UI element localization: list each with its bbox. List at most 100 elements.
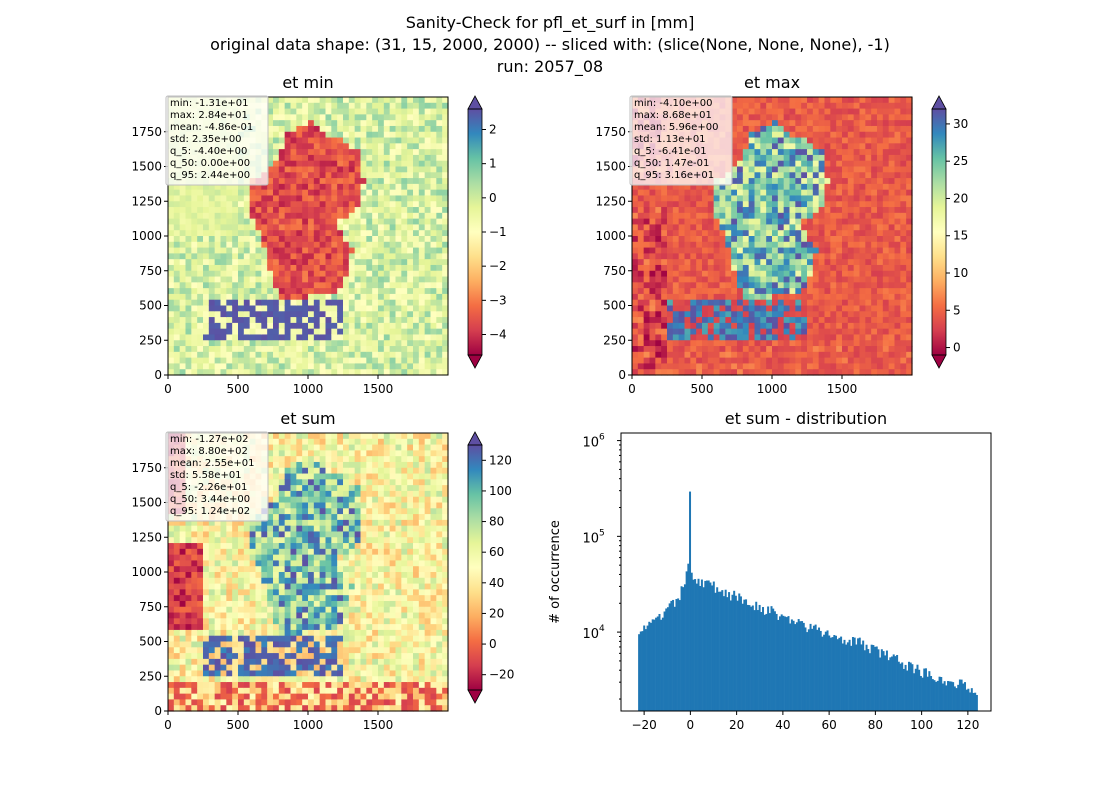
heatmap-cell	[742, 137, 750, 144]
heatmap-cell	[296, 305, 303, 312]
heatmap-cell	[185, 531, 192, 538]
heatmap-cell	[632, 236, 639, 243]
heatmap-cell	[877, 334, 884, 341]
heatmap-cell	[836, 125, 843, 133]
heatmap-cell	[877, 288, 884, 295]
heatmap-cell	[731, 201, 738, 208]
heatmap-cell	[696, 195, 703, 202]
heatmap-cell	[442, 143, 449, 150]
heatmap-cell	[649, 299, 656, 307]
heatmap-cell	[232, 230, 239, 237]
heatmap-cell	[906, 369, 913, 376]
heatmap-cell	[894, 317, 901, 324]
heatmap-cell	[413, 288, 420, 295]
heatmap-cell	[795, 160, 802, 168]
heatmap-cell	[807, 230, 814, 237]
heatmap-cell	[325, 183, 332, 191]
heatmap-cell	[284, 253, 292, 260]
heatmap-cell	[900, 264, 907, 272]
heatmap-cell	[707, 183, 715, 191]
heatmap-cell	[191, 537, 198, 544]
heatmap-cell	[185, 641, 192, 648]
heatmap-cell	[168, 687, 175, 695]
heatmap-cell	[760, 299, 767, 307]
heatmap-cell	[684, 293, 691, 301]
heatmap-cell	[696, 241, 703, 249]
heatmap-cell	[667, 189, 674, 197]
heatmap-cell	[894, 160, 901, 168]
heatmap-cell	[383, 328, 391, 336]
heatmap-cell	[882, 143, 890, 150]
heatmap-cell	[731, 334, 738, 341]
heatmap-cell	[267, 149, 274, 156]
heatmap-cell	[348, 143, 356, 150]
heatmap-cell	[261, 201, 268, 208]
heatmap-cell	[337, 328, 344, 336]
heatmap-cell	[179, 317, 187, 324]
heatmap-cell	[284, 207, 292, 214]
heatmap-cell	[407, 230, 414, 237]
heatmap-cell	[424, 340, 432, 347]
heatmap-cell	[360, 270, 367, 278]
heatmap-cell	[302, 253, 309, 260]
heatmap-cell	[191, 629, 198, 637]
heatmap-cell	[255, 218, 262, 226]
heatmap-cell	[707, 334, 715, 341]
heatmap-cell	[261, 305, 268, 312]
heatmap-cell	[818, 241, 826, 249]
heatmap-cell	[906, 195, 913, 202]
heatmap-cell	[197, 531, 204, 538]
heatmap-cell	[273, 154, 280, 162]
heatmap-cell	[742, 288, 750, 295]
heatmap-cell	[842, 317, 849, 324]
heatmap-cell	[173, 670, 181, 677]
heatmap-cell	[366, 363, 373, 370]
heatmap-cell	[238, 264, 245, 272]
heatmap-cell	[830, 241, 837, 249]
heatmap-cell	[197, 543, 204, 550]
heatmap-cell	[865, 305, 872, 312]
heatmap-cell	[372, 241, 379, 249]
heatmap-cell	[278, 114, 286, 121]
heatmap-cell	[284, 154, 292, 162]
heatmap-cell	[853, 149, 861, 156]
heatmap-cell	[830, 351, 837, 359]
heatmap-cell	[372, 351, 379, 359]
heatmap-cell	[696, 328, 703, 336]
heatmap-cell	[383, 363, 391, 370]
heatmap-cell	[185, 577, 192, 585]
heatmap-cell	[754, 125, 761, 133]
heatmap-cell	[243, 270, 251, 278]
heatmap-cell	[401, 334, 408, 341]
heatmap-cell	[737, 195, 744, 202]
heatmap-cell	[372, 172, 379, 179]
stats-line: q_95: 3.16e+01	[634, 170, 714, 181]
heatmap-cell	[378, 97, 385, 104]
heatmap-cell	[284, 305, 292, 312]
heatmap-cell	[777, 131, 785, 139]
heatmap-cell	[436, 276, 443, 283]
heatmap-cell	[168, 600, 175, 608]
heatmap-cell	[748, 311, 756, 318]
heatmap-cell	[824, 178, 831, 185]
heatmap-cell	[407, 201, 414, 208]
heatmap-cell	[413, 293, 420, 301]
heatmap-cell	[302, 183, 309, 191]
heatmap-cell	[871, 108, 878, 115]
heatmap-cell	[331, 241, 338, 249]
heatmap-cell	[900, 293, 907, 301]
heatmap-cell	[888, 305, 896, 312]
heatmap-cell	[413, 166, 420, 173]
heatmap-cell	[255, 183, 262, 191]
heatmap-cell	[261, 195, 268, 202]
heatmap-cell	[742, 143, 750, 150]
heatmap-cell	[249, 264, 257, 272]
heatmap-cell	[678, 311, 686, 318]
heatmap-cell	[801, 369, 808, 376]
heatmap-cell	[842, 351, 849, 359]
heatmap-cell	[220, 276, 227, 283]
heatmap-cell	[185, 629, 192, 637]
heatmap-cell	[296, 334, 303, 341]
stats-line: q_95: 2.44e+00	[170, 170, 250, 181]
